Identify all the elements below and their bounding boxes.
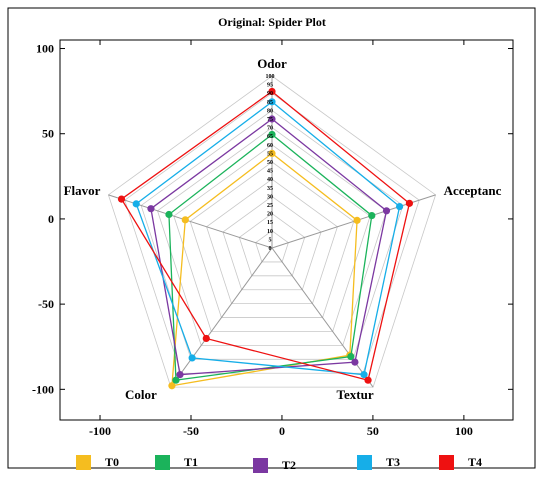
radar-axis-labels: 0 5 10 15 20 25 30 35 40 45 50 55 60 65 70 75 80 85 90 95 10… — [64, 56, 502, 402]
radial-tick-label: 100 — [266, 74, 275, 80]
series-line-t0 — [171, 152, 358, 387]
series-line-t2 — [150, 118, 388, 376]
legend-label-t2: T2 — [282, 457, 297, 472]
legend-label-t1: T1 — [184, 454, 199, 469]
grid-ring — [189, 161, 355, 318]
series-point-t4 — [405, 199, 414, 207]
legend-item-t0: T0 — [76, 452, 119, 472]
series-point-t3 — [360, 371, 368, 379]
series-point-t3 — [188, 354, 196, 362]
x-tick-label: 100 — [455, 424, 473, 438]
radial-tick-label: 5 — [269, 237, 272, 243]
radial-tick-label: 80 — [267, 108, 273, 114]
series-point-t4 — [202, 334, 210, 343]
series-point-t2 — [268, 115, 276, 123]
series-line-t4 — [120, 90, 411, 381]
series-point-t2 — [382, 207, 391, 215]
series-point-t4 — [117, 195, 126, 203]
legend-item-t4: T4 — [439, 452, 482, 472]
legend-item-t3: T3 — [357, 452, 400, 472]
series-point-t0 — [181, 216, 189, 224]
legend-swatch-t4 — [439, 454, 454, 470]
series-point-t3 — [268, 98, 276, 106]
grid-ring — [173, 144, 371, 332]
chart-title: Original: Spider Plot — [218, 15, 326, 29]
legend: T0 T1 T2 T3 T4 — [0, 452, 544, 474]
series-point-t0 — [353, 216, 361, 224]
radial-tick-label: 65 — [267, 134, 273, 140]
series-point-t2 — [176, 371, 184, 379]
series-point-t1 — [172, 376, 180, 384]
legend-label-t0: T0 — [105, 454, 120, 469]
radial-tick-label: 25 — [267, 203, 273, 209]
radial-tick-label: 45 — [267, 169, 273, 175]
radial-tick-label: 20 — [267, 212, 273, 218]
grid-ring — [255, 230, 289, 263]
radial-tick-label: 90 — [267, 91, 273, 97]
series-point-t1 — [268, 130, 276, 139]
radial-tick-label: 70 — [267, 126, 273, 132]
x-tick-label: -100 — [89, 424, 111, 438]
axis-label-acceptanc: Acceptanc — [444, 183, 502, 198]
series-point-t4 — [364, 376, 372, 384]
plot-area — [59, 39, 514, 421]
x-tick-label: 50 — [367, 424, 379, 438]
y-tick-label: -50 — [38, 297, 54, 311]
x-tick-label: 0 — [279, 424, 285, 438]
radial-tick-label: 0 — [269, 246, 272, 252]
grid-ring — [140, 109, 404, 360]
grid-ring — [206, 178, 338, 305]
radial-tick-label: 55 — [267, 151, 273, 157]
radial-tick-label: 40 — [267, 177, 273, 183]
axis-label-odor: Odor — [257, 56, 287, 71]
legend-item-t1: T1 — [155, 452, 198, 472]
series-point-t1 — [368, 211, 376, 220]
grid-ring — [107, 75, 437, 388]
radial-tick-label: 95 — [267, 83, 273, 89]
legend-swatch-t1 — [155, 454, 170, 470]
series-point-t1 — [165, 210, 173, 219]
radial-tick-label: 85 — [267, 100, 273, 106]
radial-tick-label: 75 — [267, 117, 273, 123]
series-point-t0 — [168, 382, 176, 390]
y-tick-label: 50 — [42, 127, 54, 141]
series-point-t2 — [351, 358, 359, 366]
legend-label-t3: T3 — [386, 454, 401, 469]
series-point-t3 — [132, 200, 140, 208]
radial-tick-label: 60 — [267, 143, 273, 149]
x-tick-label: -50 — [183, 424, 199, 438]
axis-label-flavor: Flavor — [64, 183, 101, 198]
grid-ring — [222, 195, 322, 291]
radar-series — [117, 87, 414, 390]
radial-tick-label: 15 — [267, 220, 273, 226]
radial-tick-label: 35 — [267, 186, 273, 192]
legend-item-t2: T2 — [253, 455, 296, 475]
series-point-t3 — [395, 202, 404, 211]
legend-swatch-t2 — [253, 457, 268, 473]
axis-label-textur: Textur — [337, 387, 374, 402]
axis-label-color: Color — [125, 387, 157, 402]
legend-swatch-t3 — [357, 454, 372, 470]
series-point-t0 — [268, 149, 276, 157]
y-tick-label: 0 — [48, 212, 54, 226]
grid-ring — [124, 92, 420, 374]
series-point-t1 — [347, 352, 355, 361]
radial-tick-label: 10 — [267, 229, 273, 235]
radial-tick-label: 30 — [267, 194, 273, 200]
radial-tick-label: 50 — [267, 160, 273, 166]
y-tick-label: 100 — [36, 42, 54, 56]
series-point-t4 — [268, 87, 276, 96]
grid-ring — [238, 213, 306, 277]
series-point-t2 — [147, 205, 155, 213]
legend-label-t4: T4 — [468, 454, 483, 469]
y-tick-label: -100 — [32, 382, 54, 396]
radar-spoke — [170, 247, 273, 388]
figure-border — [7, 7, 536, 469]
series-line-t3 — [135, 100, 401, 376]
legend-swatch-t0 — [76, 454, 91, 470]
grid-ring — [157, 127, 387, 346]
